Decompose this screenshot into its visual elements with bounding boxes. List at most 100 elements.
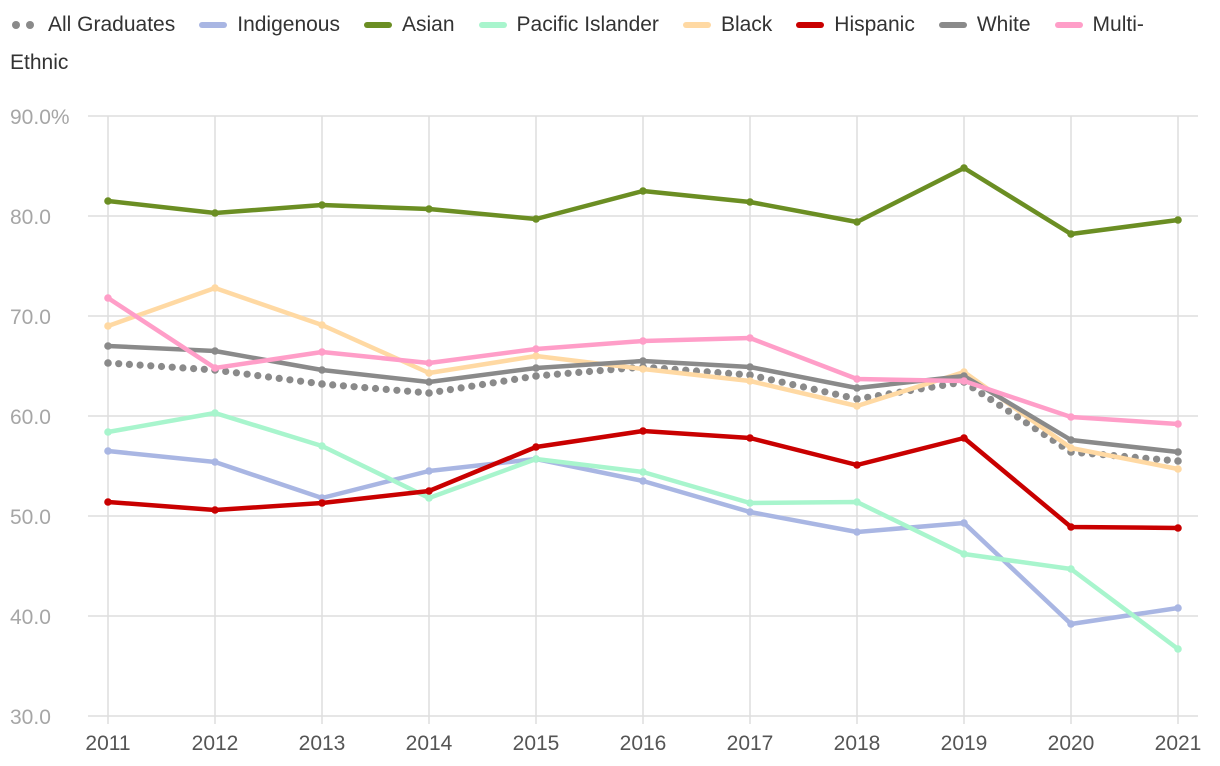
data-point-black	[104, 322, 112, 330]
dot-segment	[1022, 419, 1031, 427]
legend-label: Pacific Islander	[516, 13, 659, 36]
dot-segment	[1004, 407, 1013, 415]
dot-segment	[361, 384, 369, 392]
data-point-hispanic	[318, 499, 326, 507]
y-tick-label: 30.0	[10, 706, 51, 729]
dot-segment	[725, 369, 733, 377]
dot-segment	[404, 387, 412, 395]
data-point-hispanic	[211, 506, 219, 514]
legend-swatch	[478, 20, 507, 30]
data-point-black	[1067, 444, 1075, 452]
dot-segment	[125, 360, 133, 368]
legend-label-continuation: Ethnic	[10, 51, 69, 74]
data-point-indigenous	[104, 447, 112, 455]
dot-segment	[297, 377, 305, 385]
data-point	[746, 371, 754, 379]
x-tick-label: 2021	[1155, 732, 1202, 755]
dot-segment	[371, 384, 380, 393]
dot-segment	[996, 401, 1004, 409]
data-point-asian	[1174, 216, 1182, 224]
dot-segment	[767, 376, 776, 384]
dot-segment	[810, 385, 818, 393]
dot-segment	[264, 373, 273, 381]
dot-segment	[500, 377, 508, 385]
data-point-asian	[853, 218, 861, 226]
legend-label: Indigenous	[237, 13, 340, 36]
dot-segment	[1163, 456, 1171, 464]
legend-swatch	[682, 20, 711, 30]
data-point-black	[853, 402, 861, 410]
legend-swatch	[10, 20, 38, 30]
dot-segment	[778, 378, 786, 386]
x-tick-label: 2017	[727, 732, 774, 755]
data-point-white	[853, 384, 861, 392]
data-point-white	[746, 363, 754, 371]
x-axis-ticks: 2011 2012 2013 2014 2015 2016 2017 2018 2019 2020…	[85, 732, 1201, 755]
dot-segment	[799, 383, 808, 391]
dot-segment	[350, 383, 358, 391]
dot-segment	[596, 367, 604, 375]
dot-segment	[1031, 425, 1039, 433]
data-point-asian	[425, 205, 433, 213]
data-point-hispanic	[425, 487, 433, 495]
data-point-white	[639, 357, 647, 365]
data-point-hispanic	[1174, 524, 1182, 532]
dot-segment	[275, 374, 283, 382]
dot-segment	[864, 393, 872, 401]
dot-segment	[222, 367, 230, 375]
x-tick-label: 2012	[192, 732, 239, 755]
dot-segment	[832, 390, 840, 398]
data-point-black	[746, 377, 754, 385]
data-point-hispanic	[960, 434, 968, 442]
dot-segment	[478, 380, 487, 389]
dot-segment	[414, 388, 422, 396]
dot-segment	[382, 385, 390, 393]
data-point-pacific-islander	[318, 442, 326, 450]
dot-segment	[200, 365, 208, 373]
legend-swatch	[199, 20, 228, 30]
data-point-indigenous	[1174, 604, 1182, 612]
data-point-black	[639, 365, 647, 373]
dot-segment	[468, 382, 476, 390]
dot-segment	[393, 386, 401, 394]
dot-segment	[714, 369, 722, 377]
data-point-multi	[960, 377, 968, 385]
dot-segment	[510, 375, 519, 383]
dot-segment	[789, 381, 797, 389]
data-point-asian	[318, 201, 326, 209]
data-point-multi	[1067, 413, 1075, 421]
data-point-white	[1067, 436, 1075, 444]
dot-segment	[168, 363, 176, 371]
dot-segment	[1013, 413, 1022, 421]
data-point-multi	[318, 348, 326, 356]
data-point-indigenous	[960, 519, 968, 527]
data-point-pacific-islander	[104, 428, 112, 436]
x-tick-label: 2016	[620, 732, 667, 755]
legend-item-multi: Multi-	[1054, 12, 1144, 38]
data-point-asian	[104, 197, 112, 205]
data-point	[532, 372, 540, 380]
data-point-pacific-islander	[211, 409, 219, 417]
dot-segment	[842, 393, 850, 401]
y-axis-ticks: 90.0% 80.0 70.0 60.0 50.0 40.0 30.0	[10, 106, 70, 729]
dot-segment	[286, 376, 294, 384]
dot-segment	[115, 360, 123, 368]
data-point-pacific-islander	[960, 550, 968, 558]
data-point-white	[318, 366, 326, 374]
data-point-indigenous	[746, 508, 754, 516]
dot-segment	[307, 379, 315, 387]
x-tick-label: 2014	[406, 732, 453, 755]
legend-label: Hispanic	[834, 13, 915, 36]
data-point-asian	[746, 198, 754, 206]
data-point-multi	[425, 359, 433, 367]
x-tick-label: 2015	[513, 732, 560, 755]
data-point-white	[425, 378, 433, 386]
legend-label: Multi-	[1092, 13, 1144, 36]
data-point-pacific-islander	[532, 455, 540, 463]
data-point-pacific-islander	[425, 494, 433, 502]
data-point-white	[532, 364, 540, 372]
data-point	[1174, 457, 1182, 465]
data-point-pacific-islander	[639, 468, 647, 476]
data-point-asian	[1067, 230, 1075, 238]
dot-segment	[703, 368, 711, 376]
